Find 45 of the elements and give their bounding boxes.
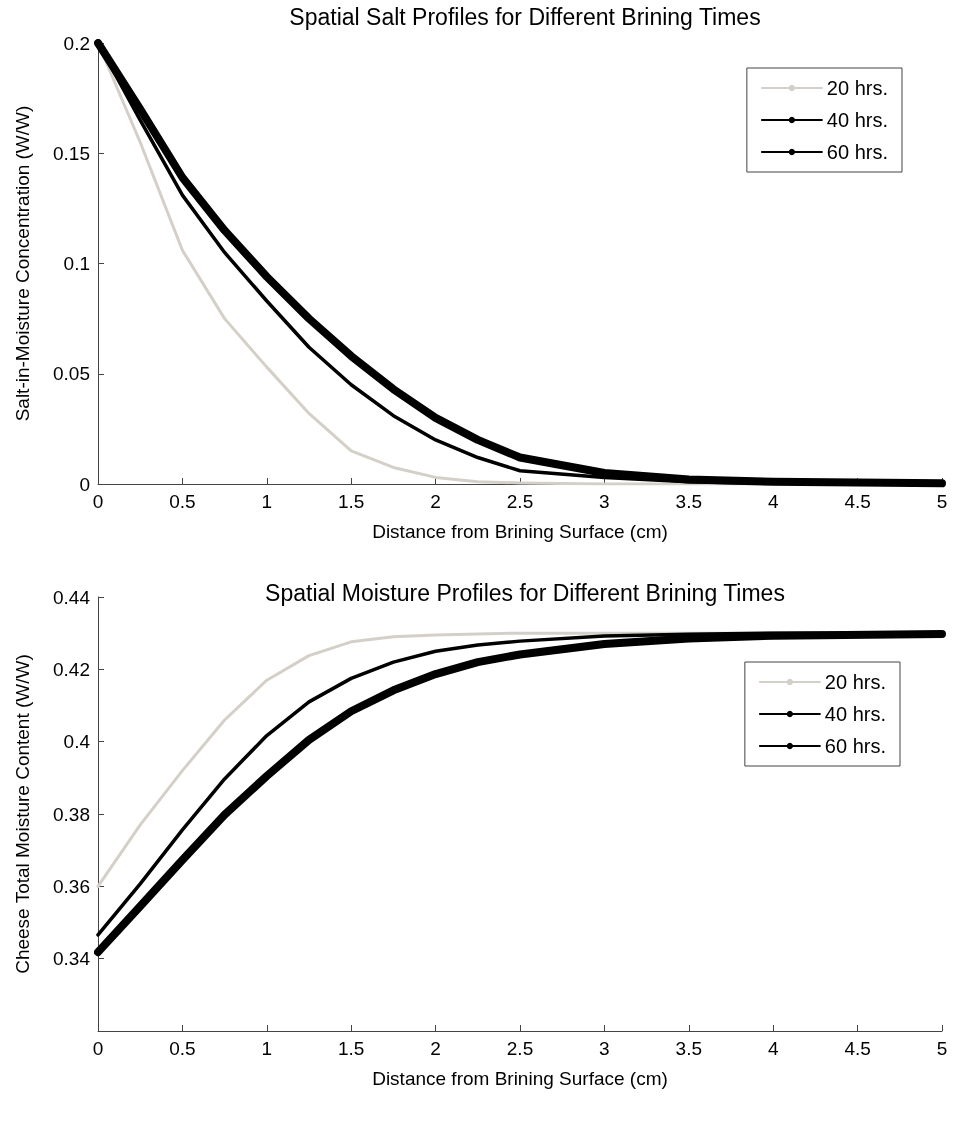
x-tick-label: 4.5 xyxy=(844,491,871,512)
chart-title: Spatial Moisture Profiles for Different Brining Times xyxy=(265,579,785,606)
chart-title: Spatial Salt Profiles for Different Brining Times xyxy=(289,3,761,30)
x-tick-label: 4 xyxy=(767,1038,779,1059)
x-tick-label: 3.5 xyxy=(675,491,703,512)
legend-label: 20 hrs. xyxy=(826,77,889,99)
x-tick-label: 0.5 xyxy=(169,1038,196,1059)
x-tick-label: 4.5 xyxy=(844,1038,871,1059)
x-tick-label: 5 xyxy=(936,491,948,512)
y-tick-label: 0.36 xyxy=(53,875,90,897)
x-tick-label: 2 xyxy=(430,1038,441,1059)
x-tick-label: 1 xyxy=(261,491,273,512)
x-tick-label: 1.5 xyxy=(337,491,365,512)
x-tick-label: 2.5 xyxy=(506,1038,534,1059)
y-tick-label: 0.34 xyxy=(53,948,91,970)
legend-label: 60 hrs. xyxy=(826,141,889,163)
y-axis-title: Cheese Total Moisture Content (W/W) xyxy=(12,654,33,974)
y-tick-label: 0.1 xyxy=(63,253,90,274)
y-tick-label: 0.42 xyxy=(53,658,90,680)
x-tick-label: 0.5 xyxy=(169,491,196,512)
x-tick-label: 5 xyxy=(936,1038,948,1059)
x-axis-title: Distance from Brining Surface (cm) xyxy=(372,521,668,542)
x-tick-label: 3 xyxy=(599,491,610,512)
x-tick-label: 1 xyxy=(261,1038,273,1059)
y-tick-label: 0.4 xyxy=(63,731,91,753)
x-axis-title: Distance from Brining Surface (cm) xyxy=(372,1068,668,1089)
x-tick-label: 4 xyxy=(767,491,779,512)
x-tick-label: 1.5 xyxy=(337,1038,365,1059)
x-tick-label: 2 xyxy=(430,491,441,512)
y-tick-label: 0.38 xyxy=(53,803,90,825)
legend-label: 40 hrs. xyxy=(824,703,887,725)
legend-label: 20 hrs. xyxy=(824,671,887,693)
x-tick-label: 3 xyxy=(599,1038,610,1059)
y-tick-label: 0.15 xyxy=(53,142,90,164)
x-tick-label: 2.5 xyxy=(506,491,534,512)
x-tick-label: 0 xyxy=(92,491,104,512)
x-tick-label: 3.5 xyxy=(675,1038,703,1059)
y-tick-label: 0.2 xyxy=(63,32,90,54)
legend-label: 40 hrs. xyxy=(826,109,889,131)
legend-label: 60 hrs. xyxy=(824,735,887,757)
y-tick-label: 0 xyxy=(79,473,90,495)
y-axis-title: Salt-in-Moisture Concentration (W/W) xyxy=(12,105,33,422)
y-tick-label: 0.05 xyxy=(53,363,90,385)
x-tick-label: 0 xyxy=(92,1038,104,1059)
y-tick-label: 0.44 xyxy=(53,586,91,608)
